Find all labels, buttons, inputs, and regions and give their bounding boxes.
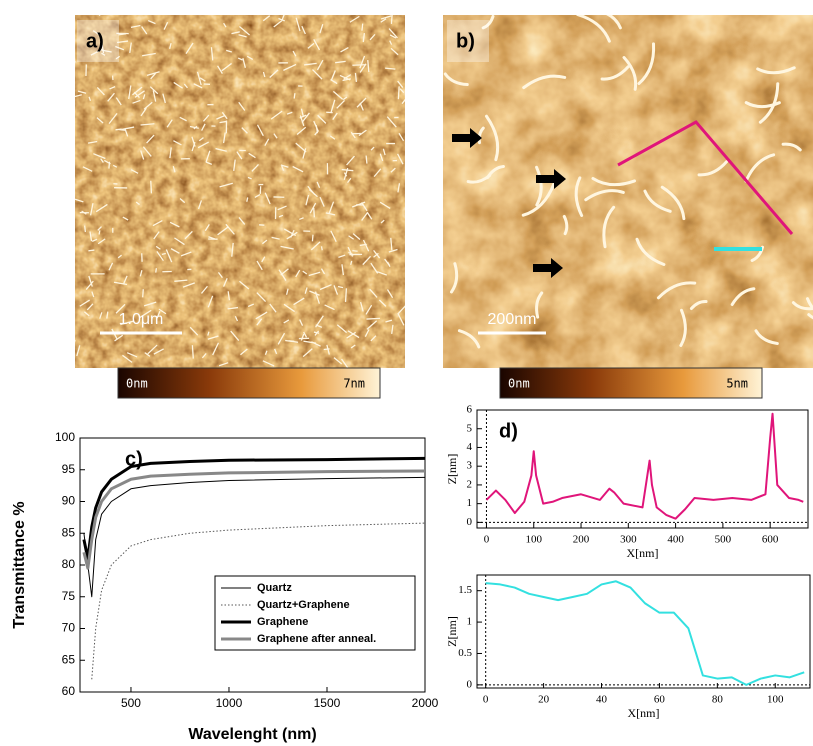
colorbar-min: 0nm [126,377,148,391]
colorbar-max: 5nm [726,377,748,391]
x-tick-label: 100 [767,694,784,706]
x-tick-label: 300 [620,534,637,546]
crack [366,156,367,164]
crack [109,162,110,169]
x-tick-label: 2000 [412,696,439,710]
crack [294,93,295,98]
x-tick-label: 60 [654,694,666,706]
y-tick-label: 90 [62,494,76,508]
data-line [84,471,425,568]
x-tick-label: 0 [483,694,489,706]
x-tick-label: 80 [712,694,724,706]
crack [70,274,75,277]
y-tick-label: 5 [467,422,473,434]
y-tick-label: 1 [467,616,473,628]
y-tick-label: 0.5 [458,647,472,659]
colorbar [118,368,380,398]
crack [151,181,152,194]
crack [398,86,399,99]
x-axis-label: X[nm] [628,706,660,720]
x-axis-label: Wavelenght (nm) [188,726,316,743]
panel-label: d) [499,420,518,442]
panel-label: a) [86,30,104,52]
y-tick-label: 75 [62,589,76,603]
x-tick-label: 40 [596,694,608,706]
crack [346,288,347,302]
plot-frame [477,410,808,528]
y-tick-label: 60 [62,684,76,698]
x-tick-label: 500 [715,534,732,546]
crack [322,246,323,250]
crack [143,289,144,297]
y-axis-label: Transmittance % [11,501,28,628]
y-tick-label: 6 [467,404,473,416]
y-axis-label: Z[nm] [445,454,459,485]
crack [88,250,94,251]
y-tick-label: 65 [62,652,76,666]
y-tick-label: 0 [467,678,473,690]
scale-label: 200nm [488,311,537,328]
x-tick-label: 600 [762,534,779,546]
plot-frame [80,438,425,692]
crack [391,14,392,24]
y-tick-label: 0 [467,516,473,528]
legend-label: Quartz+Graphene [257,599,350,611]
panel-label: b) [456,30,475,52]
x-tick-label: 200 [573,534,590,546]
y-tick-label: 2 [467,478,473,490]
crack [312,235,313,242]
y-tick-label: 1.5 [458,584,472,596]
crack [192,345,193,358]
y-tick-label: 95 [62,462,76,476]
colorbar [500,368,762,398]
x-tick-label: 1500 [314,696,341,710]
data-line [486,414,803,519]
y-tick-label: 80 [62,557,76,571]
colorbar-min: 0nm [508,377,530,391]
x-tick-label: 20 [538,694,550,706]
y-axis-label: Z[nm] [445,616,459,647]
x-tick-label: 100 [525,534,542,546]
charts: 5001000150020006065707580859095100Wavele… [11,404,810,744]
y-tick-label: 3 [467,460,473,472]
crack [352,251,357,252]
x-tick-label: 400 [667,534,684,546]
y-tick-label: 70 [62,621,76,635]
legend-label: Graphene [257,616,308,628]
legend-label: Graphene after anneal. [257,633,376,645]
legend-label: Quartz [257,582,292,594]
x-axis-label: X[nm] [627,546,659,560]
crack [99,230,100,234]
y-tick-label: 1 [467,497,473,509]
y-tick-label: 100 [55,430,75,444]
crack [74,340,75,346]
y-tick-label: 4 [467,441,473,453]
crack [72,62,75,65]
x-tick-label: 0 [484,534,490,546]
crack [362,24,363,31]
x-tick-label: 1000 [216,696,243,710]
scale-label: 1.0μm [119,311,164,328]
crack [314,208,315,217]
y-tick-label: 85 [62,525,76,539]
data-line [486,581,805,685]
crack [156,268,157,272]
crack [355,73,356,82]
crack [85,225,86,232]
crack [162,254,166,255]
colorbar-max: 7nm [343,377,365,391]
x-tick-label: 500 [121,696,141,710]
crack [366,318,380,319]
crack [95,11,100,15]
figure: a) 1.0μm 0nm 7nm b) 200nm 0nm 5nm 500100… [0,0,813,746]
